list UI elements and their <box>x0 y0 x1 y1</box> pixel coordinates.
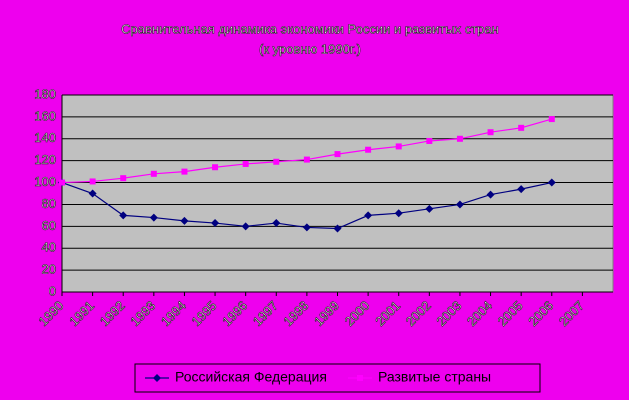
marker <box>548 116 555 123</box>
marker <box>365 146 372 153</box>
marker <box>89 178 96 185</box>
y-tick-label: 180 <box>34 86 56 101</box>
marker <box>456 135 463 142</box>
y-tick-label: 80 <box>42 196 56 211</box>
y-tick-label: 20 <box>42 262 56 277</box>
legend-label: Развитые страны <box>378 369 491 385</box>
marker <box>487 129 494 136</box>
marker <box>59 179 65 186</box>
marker <box>334 151 341 158</box>
y-tick-label: 120 <box>34 152 56 167</box>
marker <box>150 170 157 177</box>
marker <box>364 211 373 220</box>
marker <box>149 213 158 222</box>
legend-marker <box>357 375 363 381</box>
chart-subtitle: (к уровню 1990г.) <box>259 41 361 56</box>
y-tick-label: 100 <box>34 174 56 189</box>
y-tick-label: 40 <box>42 240 56 255</box>
marker <box>241 222 250 231</box>
y-tick-label: 0 <box>49 283 56 298</box>
marker <box>88 189 97 198</box>
marker <box>333 224 342 233</box>
legend-box <box>134 363 541 393</box>
y-tick-label: 140 <box>34 130 56 145</box>
marker <box>120 175 127 182</box>
marker <box>211 219 220 228</box>
legend-label: Российская Федерация <box>175 369 327 385</box>
marker <box>212 164 219 171</box>
marker <box>547 178 556 187</box>
plot-area <box>61 94 614 293</box>
marker <box>486 190 495 199</box>
marker <box>302 223 311 232</box>
marker <box>425 204 434 213</box>
y-tick-label: 160 <box>34 108 56 123</box>
legend-marker <box>153 374 161 382</box>
marker <box>426 137 433 144</box>
marker <box>518 124 525 131</box>
marker <box>394 209 403 218</box>
marker <box>455 200 464 209</box>
marker <box>181 168 188 175</box>
marker <box>303 156 310 163</box>
marker <box>273 158 280 165</box>
chart-title: Сравнительная динамика экономики России … <box>121 21 499 36</box>
marker <box>242 160 249 167</box>
marker <box>272 219 281 228</box>
marker <box>395 143 402 150</box>
marker <box>119 211 128 220</box>
marker <box>517 185 526 194</box>
y-tick-label: 60 <box>42 218 56 233</box>
marker <box>180 216 189 225</box>
